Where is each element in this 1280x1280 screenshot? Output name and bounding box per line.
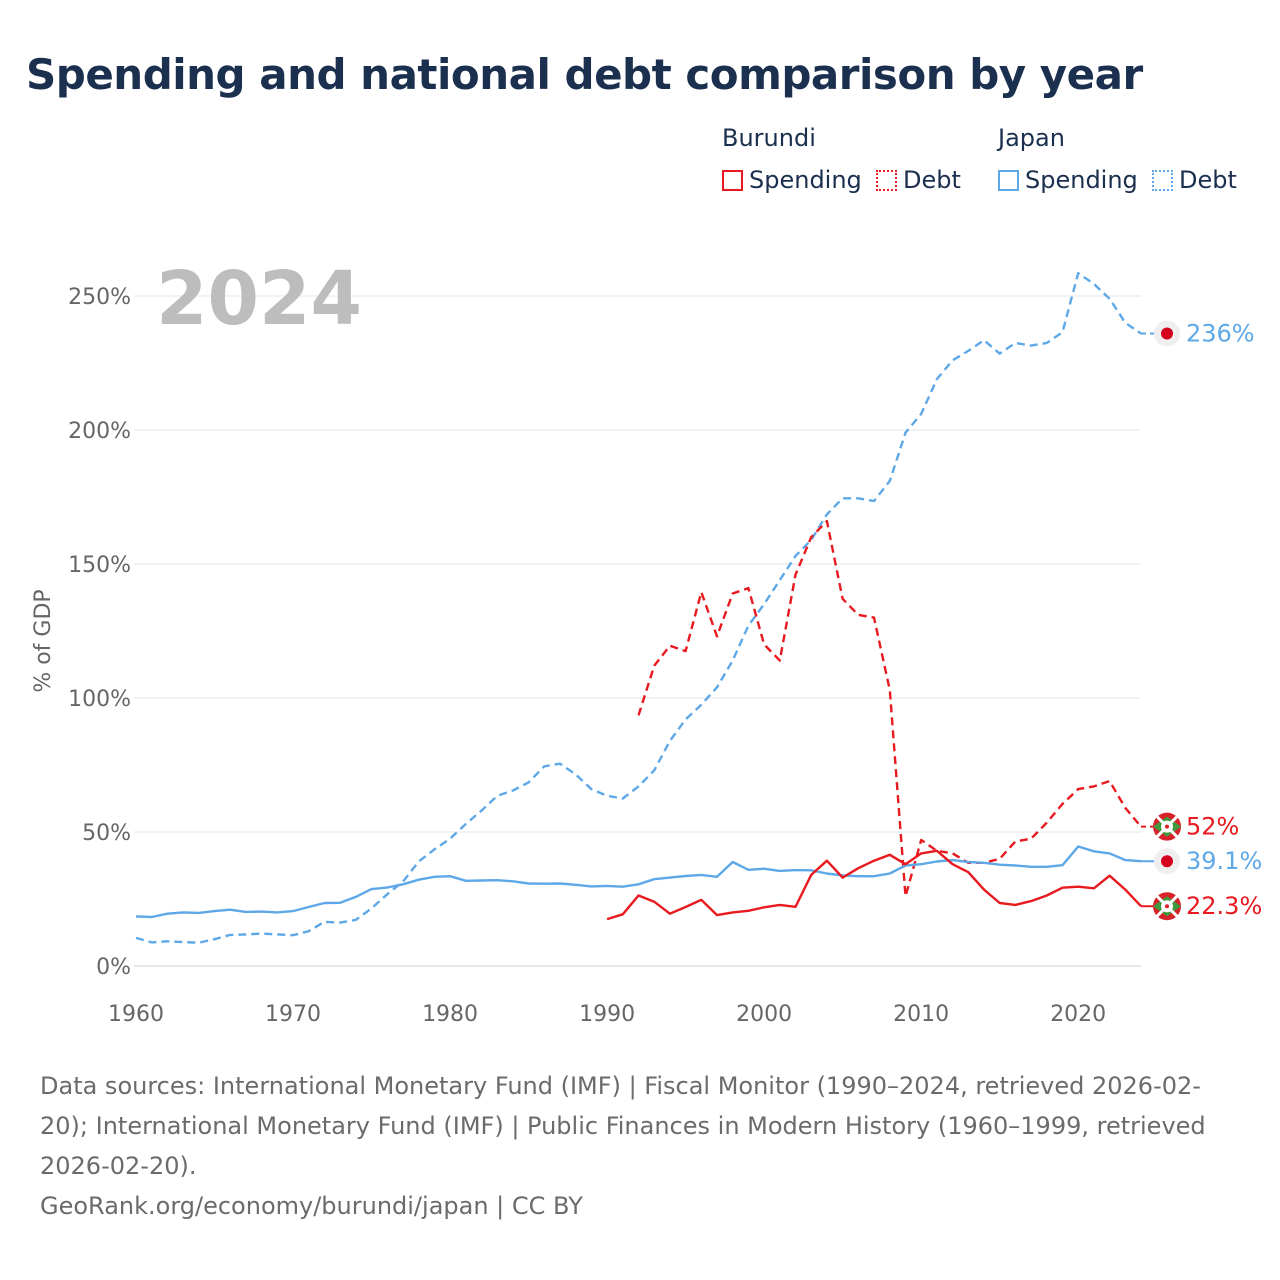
line-chart: 0% 50% 100% 150% 200% 250% 1960 1970 1980 1990 200… bbox=[31, 256, 1262, 1027]
footer: Data sources: International Monetary Fun… bbox=[40, 1066, 1240, 1226]
legend-label: Spending bbox=[1025, 166, 1138, 194]
x-tick-label: 2000 bbox=[736, 1002, 792, 1027]
legend-japan-spending[interactable]: Spending bbox=[998, 166, 1138, 194]
solid-line-swatch-icon bbox=[722, 169, 743, 191]
end-value-label: 39.1% bbox=[1186, 847, 1262, 875]
burundi-flag-stars bbox=[1165, 824, 1169, 829]
y-axis-label: % of GDP bbox=[31, 589, 56, 692]
y-tick-label: 100% bbox=[68, 687, 131, 712]
japan-flag-disc bbox=[1161, 327, 1173, 340]
y-tick-label: 0% bbox=[96, 955, 131, 980]
end-value-label: 22.3% bbox=[1186, 892, 1262, 920]
x-tick-label: 1970 bbox=[265, 1002, 321, 1027]
y-tick-label: 200% bbox=[68, 419, 131, 444]
series-line-japan-spending bbox=[135, 845, 1142, 919]
y-tick-label: 50% bbox=[82, 821, 131, 846]
data-sources: Data sources: International Monetary Fun… bbox=[40, 1072, 1206, 1180]
end-value-label: 52% bbox=[1186, 813, 1239, 841]
legend-group-burundi: Burundi bbox=[722, 124, 816, 152]
series-line-burundi-debt bbox=[637, 519, 1142, 898]
x-tick-label: 1960 bbox=[108, 1002, 164, 1027]
dotted-line-swatch-icon bbox=[1152, 169, 1173, 191]
legend-label: Debt bbox=[1179, 166, 1237, 194]
series-line-japan-debt bbox=[135, 272, 1142, 944]
y-tick-label: 150% bbox=[68, 553, 131, 578]
legend-label: Spending bbox=[749, 166, 862, 194]
x-tick-label: 2010 bbox=[893, 1002, 949, 1027]
x-tick-label: 1990 bbox=[579, 1002, 635, 1027]
legend-group-japan: Japan bbox=[998, 124, 1065, 152]
credit-link[interactable]: GeoRank.org/economy/burundi/japan | CC B… bbox=[40, 1192, 583, 1220]
solid-line-swatch-icon bbox=[998, 169, 1019, 191]
page-title: Spending and national debt comparison by… bbox=[26, 50, 1143, 99]
legend-burundi-spending[interactable]: Spending bbox=[722, 166, 862, 194]
legend-burundi-debt[interactable]: Debt bbox=[876, 166, 961, 194]
x-tick-label: 2020 bbox=[1050, 1002, 1106, 1027]
series-line-burundi-spending bbox=[606, 849, 1142, 921]
japan-flag-disc bbox=[1161, 855, 1173, 868]
dotted-line-swatch-icon bbox=[876, 169, 897, 191]
legend-label: Debt bbox=[903, 166, 961, 194]
end-value-label: 236% bbox=[1186, 320, 1255, 348]
year-label: 2024 bbox=[156, 256, 362, 342]
burundi-flag-stars bbox=[1165, 904, 1169, 909]
y-tick-label: 250% bbox=[68, 285, 131, 310]
legend-japan-debt[interactable]: Debt bbox=[1152, 166, 1237, 194]
x-tick-label: 1980 bbox=[422, 1002, 478, 1027]
